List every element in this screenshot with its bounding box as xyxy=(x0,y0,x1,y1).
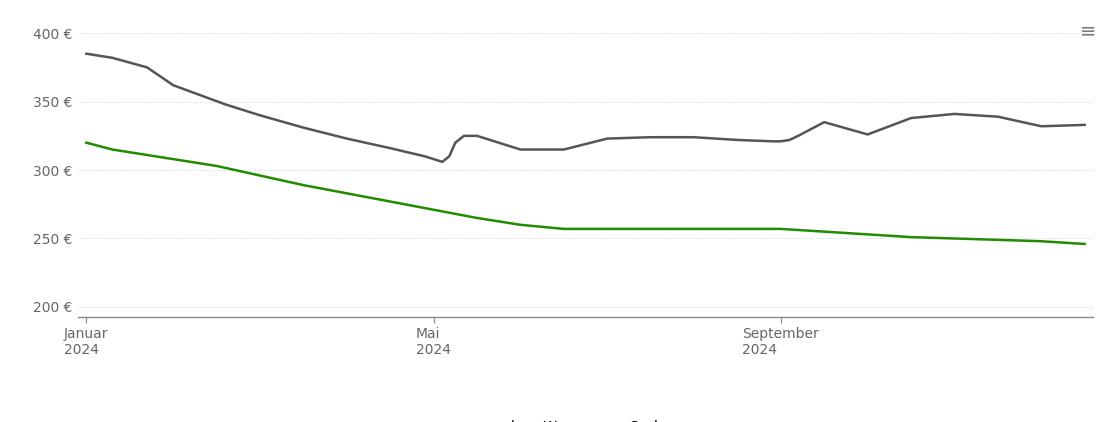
Text: ≡: ≡ xyxy=(1080,21,1097,40)
Legend: lose Ware, Sackware: lose Ware, Sackware xyxy=(470,414,702,422)
